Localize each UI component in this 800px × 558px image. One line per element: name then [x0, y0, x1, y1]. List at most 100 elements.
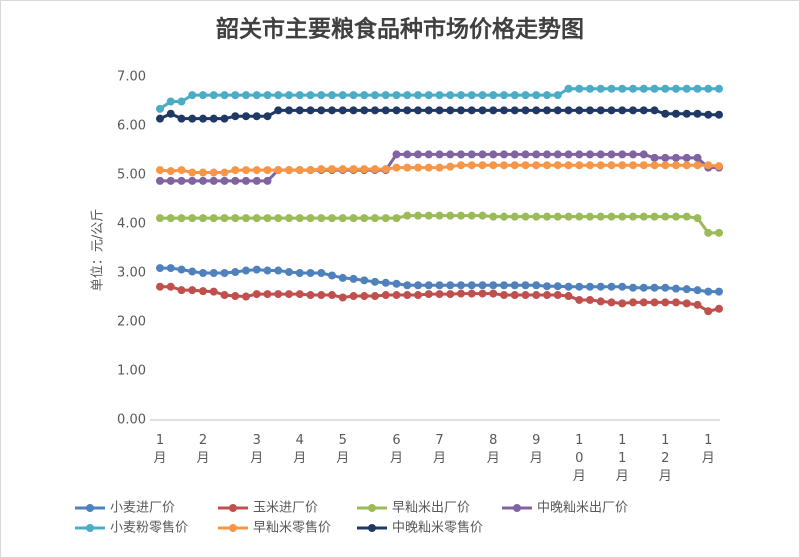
data-point	[478, 211, 487, 220]
data-point	[274, 106, 283, 115]
data-point	[252, 214, 261, 223]
data-point	[489, 281, 498, 290]
data-point	[403, 91, 412, 100]
data-point	[521, 91, 530, 100]
data-point	[467, 150, 476, 159]
data-point	[285, 91, 293, 100]
data-point	[575, 282, 584, 291]
data-point	[306, 214, 315, 223]
data-point	[371, 292, 379, 301]
data-point	[435, 281, 444, 290]
y-axis-label: 单位：元/公斤	[91, 209, 106, 291]
data-point	[586, 161, 594, 170]
data-point	[682, 109, 691, 118]
data-point	[349, 91, 358, 100]
data-point	[295, 106, 304, 115]
data-point	[424, 281, 433, 290]
data-point	[166, 109, 175, 118]
data-point	[231, 214, 240, 223]
data-point	[242, 91, 250, 100]
data-point	[586, 212, 594, 221]
data-point	[704, 307, 713, 316]
y-tick-label: 4.00	[117, 217, 146, 232]
data-point	[553, 212, 562, 221]
data-point	[532, 91, 541, 100]
data-point	[177, 97, 186, 106]
data-point	[285, 166, 293, 175]
data-point	[317, 91, 326, 100]
data-point	[274, 214, 283, 223]
data-point	[371, 91, 379, 100]
data-point	[166, 264, 175, 273]
data-point	[715, 84, 723, 93]
data-point	[521, 281, 530, 290]
data-point	[661, 109, 670, 118]
data-point	[661, 153, 670, 162]
data-point	[177, 214, 186, 223]
data-point	[500, 281, 508, 290]
data-point	[371, 165, 379, 174]
data-point	[242, 166, 250, 175]
data-point	[457, 281, 465, 290]
data-point	[328, 165, 336, 174]
x-tick-char: 4	[296, 433, 304, 448]
data-point	[682, 212, 691, 221]
data-point	[199, 176, 207, 185]
data-point	[349, 292, 358, 301]
data-point	[715, 304, 723, 313]
data-point	[564, 161, 573, 170]
data-point	[607, 298, 616, 307]
data-point	[661, 161, 670, 170]
data-point	[199, 168, 207, 177]
x-tick-char: 8	[489, 433, 497, 448]
data-point	[532, 161, 541, 170]
data-point	[381, 165, 390, 174]
data-point	[446, 91, 455, 100]
data-point	[414, 281, 422, 290]
data-point	[177, 286, 186, 295]
data-point	[231, 91, 240, 100]
data-point	[209, 269, 218, 277]
data-point	[575, 212, 584, 221]
data-point	[360, 276, 369, 285]
data-point	[586, 106, 594, 115]
data-point	[457, 106, 465, 115]
x-tick-char: 1	[156, 433, 164, 448]
data-point	[295, 91, 304, 100]
data-point	[166, 214, 175, 223]
data-point	[435, 211, 444, 220]
data-point	[661, 212, 670, 221]
data-point	[704, 287, 713, 296]
data-point	[156, 166, 164, 175]
data-point	[629, 150, 637, 159]
data-point	[532, 281, 541, 290]
data-point	[414, 163, 422, 172]
legend-label: 早籼米零售价	[253, 520, 331, 536]
data-point	[672, 298, 680, 307]
data-point	[478, 281, 487, 290]
data-point	[306, 269, 315, 277]
data-point	[532, 291, 541, 300]
x-tick-char: 月	[433, 451, 446, 466]
data-point	[371, 106, 379, 115]
data-point	[489, 106, 498, 115]
data-point	[500, 291, 508, 300]
data-point	[252, 91, 261, 100]
data-point	[156, 282, 164, 291]
data-point	[682, 285, 691, 294]
data-point	[360, 214, 369, 223]
data-point	[209, 91, 218, 100]
data-point	[467, 289, 476, 298]
data-point	[704, 161, 713, 170]
data-point	[618, 150, 627, 159]
data-point	[252, 265, 261, 274]
x-tick-char: 月	[530, 451, 543, 466]
data-point	[672, 153, 680, 162]
data-point	[188, 114, 197, 123]
data-point	[564, 106, 573, 115]
data-point	[586, 150, 594, 159]
data-point	[371, 277, 379, 286]
data-point	[403, 281, 412, 290]
